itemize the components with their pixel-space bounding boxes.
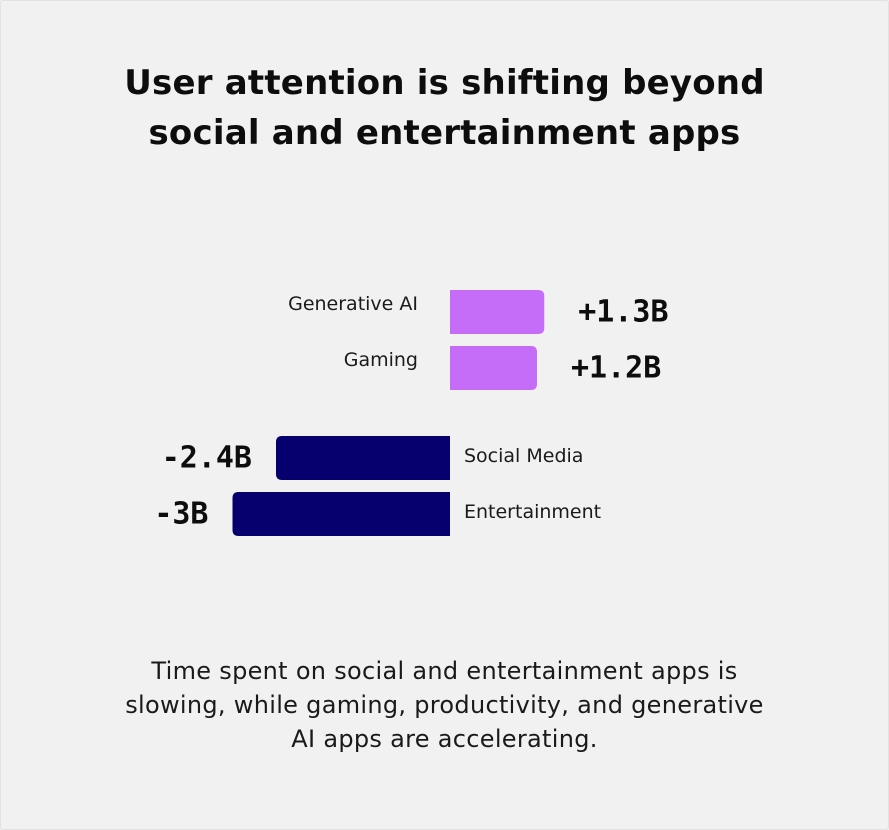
bar-social-media (276, 436, 450, 480)
category-label-gaming: Gaming (344, 349, 418, 371)
chart-caption: Time spent on social and entertainment a… (0, 654, 889, 756)
caption-line-2: slowing, while gaming, productivity, and… (125, 691, 764, 719)
bar-gaming (450, 346, 537, 390)
chart-title-line-1: User attention is shifting beyond (124, 63, 765, 103)
value-label-entertainment: -3B (154, 497, 208, 532)
category-label-entertainment: Entertainment (464, 501, 601, 523)
value-label-generative-ai: +1.3B (578, 295, 668, 330)
chart-title-line-2: social and entertainment apps (148, 113, 741, 153)
category-label-generative-ai: Generative AI (288, 293, 418, 315)
category-label-social-media: Social Media (464, 445, 583, 467)
bar-generative-ai (450, 290, 545, 334)
bar-entertainment (232, 492, 450, 536)
caption-line-3: AI apps are accelerating. (291, 725, 598, 753)
value-label-gaming: +1.2B (571, 351, 661, 386)
value-label-social-media: -2.4B (162, 441, 252, 476)
chart-title: User attention is shifting beyond social… (0, 58, 889, 158)
caption-line-1: Time spent on social and entertainment a… (151, 657, 738, 685)
